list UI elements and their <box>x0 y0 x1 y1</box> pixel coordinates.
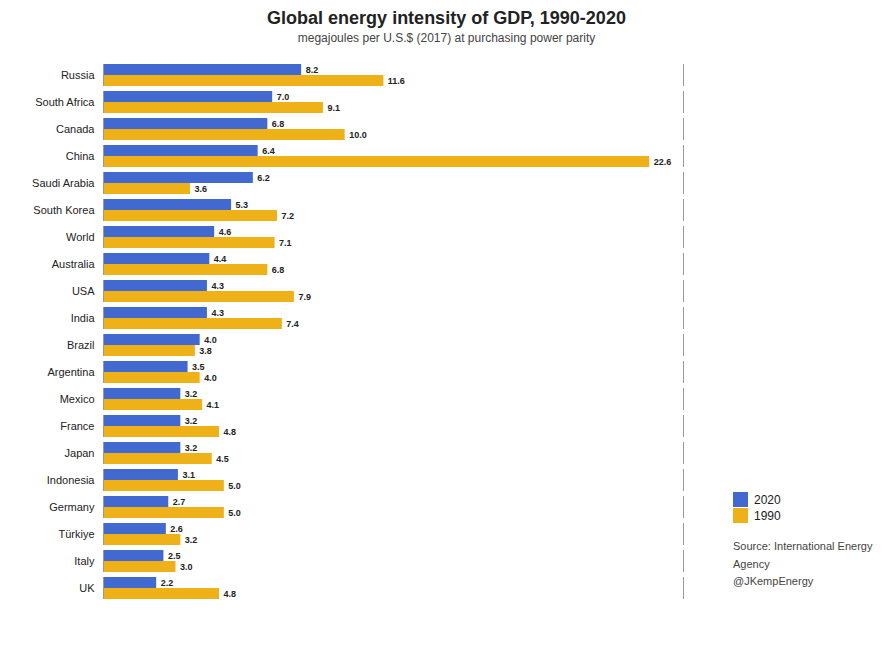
svg-text:Brazil: Brazil <box>67 339 95 351</box>
svg-text:2.7: 2.7 <box>173 497 186 507</box>
svg-text:Mexico: Mexico <box>60 393 95 405</box>
svg-text:Türkiye: Türkiye <box>58 528 94 540</box>
svg-text:3.2: 3.2 <box>185 443 198 453</box>
svg-text:France: France <box>60 420 94 432</box>
svg-text:Indonesia: Indonesia <box>47 474 96 486</box>
svg-text:8.2: 8.2 <box>306 65 319 75</box>
svg-text:11.6: 11.6 <box>388 76 405 86</box>
svg-text:4.8: 4.8 <box>224 427 237 437</box>
svg-text:Japan: Japan <box>65 447 95 459</box>
svg-text:Saudi Arabia: Saudi Arabia <box>32 177 95 189</box>
svg-text:7.1: 7.1 <box>279 238 292 248</box>
svg-text:6.4: 6.4 <box>262 146 275 156</box>
svg-text:3.1: 3.1 <box>182 470 195 480</box>
svg-text:Germany: Germany <box>49 501 95 513</box>
html-text:1990: 1990 <box>754 508 781 523</box>
svg-text:South Africa: South Africa <box>35 96 95 108</box>
svg-text:5.0: 5.0 <box>228 508 241 518</box>
svg-text:USA: USA <box>72 285 95 297</box>
svg-text:4.4: 4.4 <box>214 254 227 264</box>
svg-text:3.2: 3.2 <box>185 416 198 426</box>
svg-text:3.5: 3.5 <box>192 362 205 372</box>
svg-text:4.5: 4.5 <box>216 454 229 464</box>
svg-text:3.2: 3.2 <box>185 389 198 399</box>
svg-text:South Korea: South Korea <box>33 204 95 216</box>
svg-text:7.4: 7.4 <box>286 319 299 329</box>
svg-text:4.8: 4.8 <box>224 589 237 599</box>
svg-text:7.0: 7.0 <box>277 92 290 102</box>
svg-text:6.8: 6.8 <box>272 265 285 275</box>
svg-text:Canada: Canada <box>56 123 95 135</box>
svg-text:10.0: 10.0 <box>349 130 367 140</box>
svg-text:4.1: 4.1 <box>207 400 220 410</box>
svg-text:5.3: 5.3 <box>236 200 249 210</box>
html-text:@JKempEnergy: @JKempEnergy <box>733 575 814 588</box>
svg-text:3.8: 3.8 <box>199 346 212 356</box>
svg-text:9.1: 9.1 <box>327 103 340 113</box>
svg-text:India: India <box>71 312 96 324</box>
html-text:2020: 2020 <box>754 492 781 507</box>
svg-text:Russia: Russia <box>61 69 96 81</box>
svg-text:2.2: 2.2 <box>161 578 174 588</box>
svg-text:4.6: 4.6 <box>219 227 232 237</box>
svg-text:Italy: Italy <box>74 555 95 567</box>
svg-text:4.0: 4.0 <box>204 335 217 345</box>
svg-text:2.5: 2.5 <box>168 551 181 561</box>
svg-text:4.3: 4.3 <box>211 308 224 318</box>
svg-text:2.6: 2.6 <box>170 524 183 534</box>
svg-text:3.0: 3.0 <box>180 562 193 572</box>
svg-text:Argentina: Argentina <box>47 366 95 378</box>
svg-text:World: World <box>66 231 95 243</box>
svg-text:China: China <box>66 150 96 162</box>
svg-text:Australia: Australia <box>52 258 96 270</box>
svg-text:4.0: 4.0 <box>204 373 217 383</box>
svg-text:6.2: 6.2 <box>257 173 270 183</box>
svg-text:5.0: 5.0 <box>228 481 241 491</box>
svg-text:3.2: 3.2 <box>185 535 198 545</box>
html-text:Source: International Energy A: Source: International Energy Agency <box>733 540 873 570</box>
svg-text:6.8: 6.8 <box>272 119 285 129</box>
svg-text:3.6: 3.6 <box>195 184 208 194</box>
svg-text:7.9: 7.9 <box>298 292 311 302</box>
svg-text:22.6: 22.6 <box>654 157 672 167</box>
svg-text:UK: UK <box>79 582 95 594</box>
svg-text:4.3: 4.3 <box>211 281 224 291</box>
svg-text:7.2: 7.2 <box>282 211 295 221</box>
html-text:Global energy intensity of GDP: Global energy intensity of GDP, 1990-202… <box>267 8 626 28</box>
html-text:megajoules per U.S.$ (2017) at: megajoules per U.S.$ (2017) at purchasin… <box>297 31 596 45</box>
